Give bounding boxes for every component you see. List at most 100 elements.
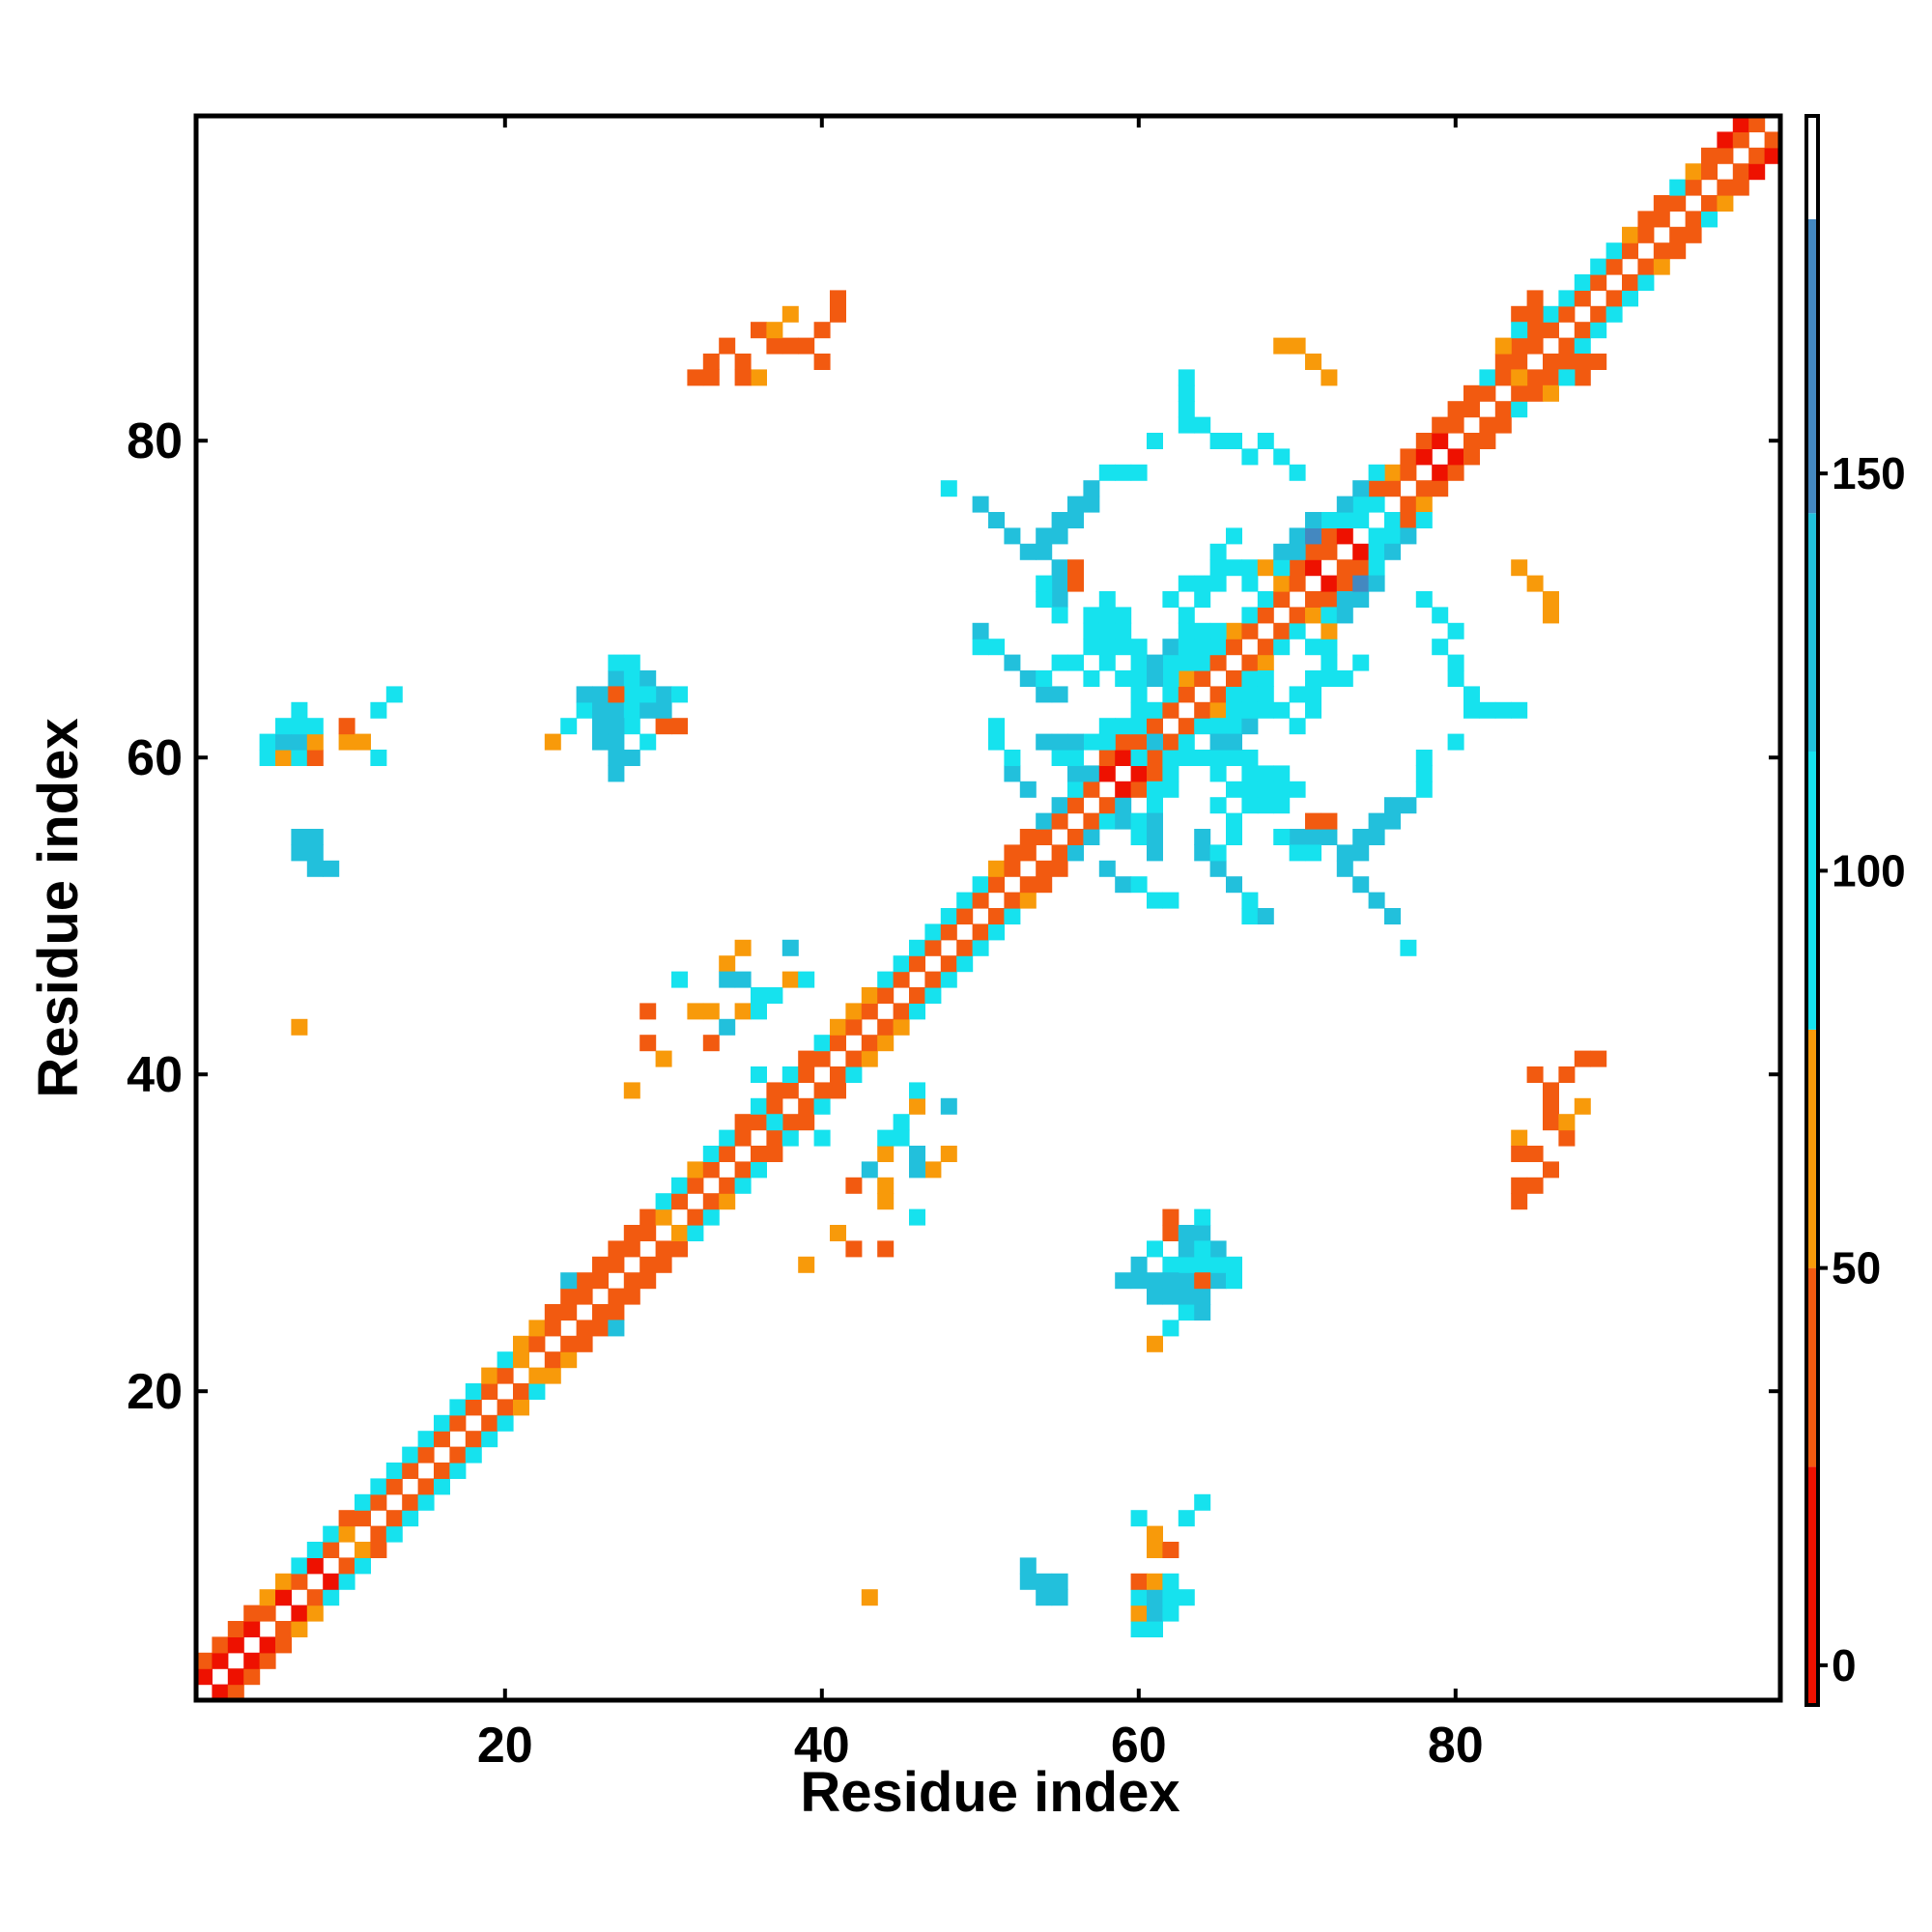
heatmap-cell [639,670,657,687]
heatmap-cell [845,1177,863,1194]
heatmap-cell [1115,812,1132,830]
heatmap-cell [1289,575,1306,592]
heatmap-cell [291,1621,308,1637]
heatmap-cell [417,1493,435,1511]
heatmap-cell [1717,147,1734,164]
heatmap-cell [1494,701,1512,719]
heatmap-cell [1526,305,1544,323]
heatmap-cell [1305,670,1321,687]
heatmap-cell [1685,211,1702,228]
heatmap-cell [1130,781,1148,798]
heatmap-cell [845,1003,863,1020]
heatmap-cell [798,1066,815,1083]
heatmap-cell [734,1161,752,1179]
heatmap-cell [1130,1510,1148,1527]
heatmap-cell [1147,670,1163,687]
heatmap-cell [813,354,831,370]
heatmap-cell [1289,781,1306,798]
heatmap-cell [1147,733,1163,751]
heatmap-cell [1432,464,1449,481]
heatmap-cell [751,1003,767,1020]
heatmap-cell [608,1288,625,1305]
heatmap-cell [1098,812,1116,830]
heatmap-cell [830,1035,846,1052]
y-axis-ticks: 20 40 60 80 [127,413,1780,1420]
heatmap-cell [1178,1272,1195,1290]
heatmap-cell [1701,195,1718,212]
heatmap-cell [1558,1114,1576,1131]
heatmap-cell [1764,131,1781,149]
heatmap-cell [560,1335,578,1352]
heatmap-cell [1019,1573,1037,1590]
heatmap-cell [1305,639,1321,656]
heatmap-cell [813,1082,831,1099]
heatmap-cell [449,1414,467,1432]
heatmap-cell [1067,496,1084,513]
heatmap-cell [576,686,593,703]
heatmap-cell [940,480,957,497]
heatmap-cell [1036,686,1053,703]
heatmap-cell [1178,1510,1195,1527]
heatmap-cell [196,1668,213,1686]
heatmap-cell [1558,1066,1576,1083]
heatmap-cell [1083,480,1100,497]
heatmap-cell [830,1225,846,1241]
heatmap-cell [1130,1573,1148,1590]
heatmap-cell [1321,512,1338,528]
heatmap-cell [1162,1256,1179,1273]
y-axis-title: Residue index [27,718,90,1097]
colorbar-segment [1806,513,1818,752]
heatmap-cell [1241,718,1259,735]
heatmap-cell [1543,591,1559,608]
heatmap-cell [513,1335,529,1352]
heatmap-cell [1209,622,1227,639]
heatmap-cell [639,1256,657,1273]
heatmap-cell [544,1320,561,1337]
heatmap-cell [1273,829,1291,845]
heatmap-cell [1226,1272,1242,1290]
heatmap-cell [655,701,672,719]
heatmap-cell [306,844,324,862]
heatmap-cell [1336,591,1353,608]
heatmap-cell [1178,1225,1195,1241]
heatmap-cell [1384,527,1401,545]
heatmap-cell [1574,1050,1591,1067]
heatmap-cell [1162,654,1179,671]
heatmap-cell [1178,1304,1195,1321]
heatmap-cell [243,1605,261,1622]
heatmap-cell [1130,654,1148,671]
heatmap-cell [909,1082,925,1099]
heatmap-cell [1305,844,1321,862]
heatmap-cell [1368,575,1385,592]
heatmap-cell [1162,1288,1179,1305]
heatmap-cell [830,1018,846,1036]
heatmap-cell [1273,337,1291,355]
heatmap-cell [639,1272,657,1290]
heatmap-cell [243,1668,261,1686]
heatmap-cell [1289,686,1306,703]
heatmap-cell [1289,607,1306,624]
heatmap-cell [1194,829,1211,845]
heatmap-cell [1336,860,1353,877]
heatmap-cell [1098,750,1116,766]
heatmap-cell [1463,384,1480,402]
heatmap-cell [608,1240,625,1258]
heatmap-cell [1004,750,1021,766]
heatmap-cell [1400,939,1417,956]
heatmap-cell [972,622,989,639]
heatmap-cell [1036,670,1053,687]
heatmap-cell [1321,527,1338,545]
heatmap-cell [719,1177,736,1194]
heatmap-cell [592,701,609,719]
heatmap-cell [1226,527,1242,545]
heatmap-cell [1004,654,1021,671]
heatmap-cell [528,1383,546,1400]
heatmap-cell [1511,305,1528,323]
heatmap-cell [734,939,752,956]
heatmap-cell [370,1493,387,1511]
heatmap-cell [687,369,704,386]
heatmap-cell [1732,179,1749,196]
heatmap-cell [1083,639,1100,656]
heatmap-cell [1147,1525,1163,1543]
